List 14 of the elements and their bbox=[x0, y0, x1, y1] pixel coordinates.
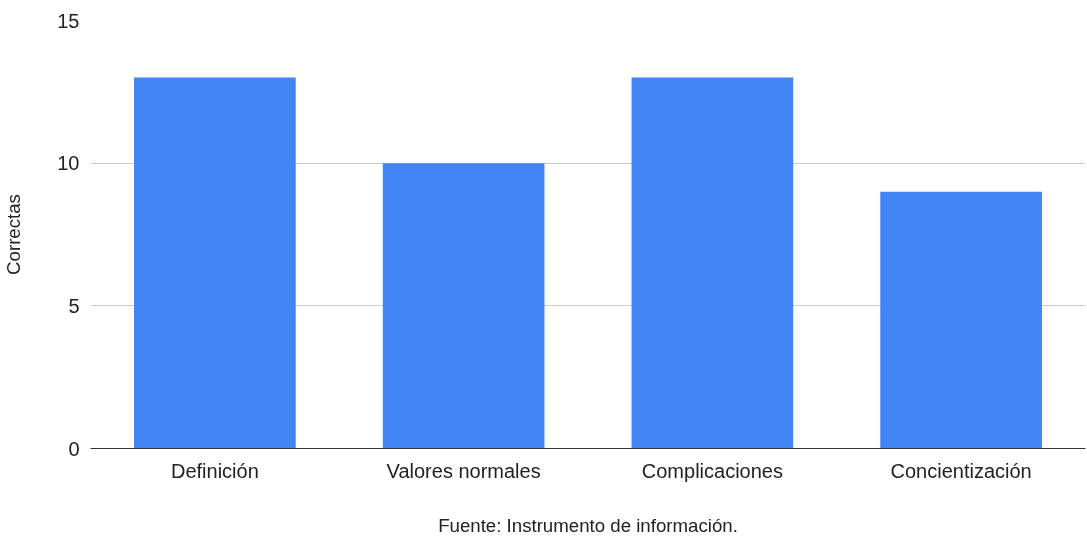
x-tick-label: Valores normales bbox=[386, 459, 541, 482]
x-tick-label: Definición bbox=[170, 459, 259, 482]
x-tick-label: Complicaciones bbox=[641, 459, 783, 482]
y-tick-label: 5 bbox=[68, 294, 80, 317]
x-tick-label: Concientización bbox=[890, 459, 1032, 482]
bar bbox=[382, 163, 545, 449]
y-tick-label: 15 bbox=[57, 9, 80, 32]
bar bbox=[880, 191, 1042, 449]
y-tick-label: 10 bbox=[57, 152, 80, 175]
y-tick-label: 0 bbox=[68, 437, 80, 460]
x-axis-title: Fuente: Instrumento de información. bbox=[438, 514, 738, 536]
bar bbox=[631, 77, 794, 449]
bar bbox=[134, 77, 296, 449]
y-axis-title: Correctas bbox=[3, 194, 25, 275]
